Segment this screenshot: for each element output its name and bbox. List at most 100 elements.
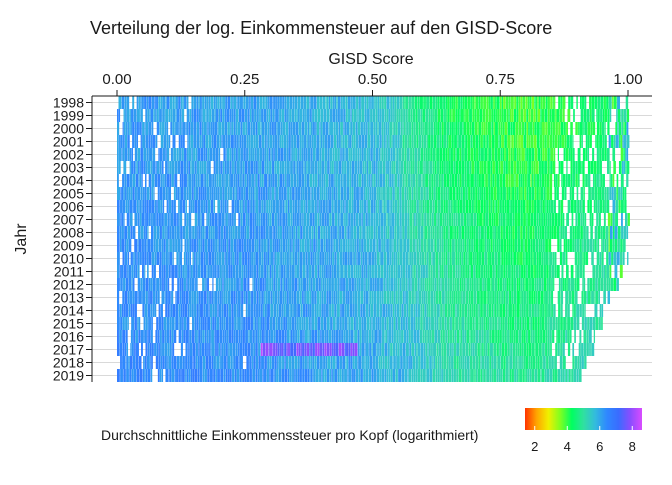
heat-cell: [258, 265, 261, 278]
heat-cell: [395, 317, 398, 330]
heat-cell: [471, 278, 474, 291]
heat-cell: [613, 187, 617, 200]
x-axis-ticks: 0.00 0.25 0.50 0.75 1.00: [102, 71, 643, 96]
heat-cell: [207, 278, 210, 291]
heat-cell: [563, 148, 566, 161]
heat-cell: [345, 330, 349, 343]
heat-cell: [298, 122, 302, 135]
heat-cell: [307, 252, 311, 265]
heat-cell: [448, 226, 450, 239]
heat-cell: [558, 122, 561, 135]
heat-cell: [189, 265, 191, 278]
heat-cell: [245, 291, 248, 304]
heat-cell: [496, 226, 498, 239]
heat-cell: [356, 252, 358, 265]
heat-cell: [500, 226, 503, 239]
heat-cell: [255, 174, 258, 187]
heat-cell: [210, 239, 213, 252]
heat-cell: [496, 174, 500, 187]
heat-cell: [170, 109, 173, 122]
heat-cell: [300, 304, 303, 317]
heat-cell: [282, 356, 285, 369]
heat-cell: [605, 200, 607, 213]
heat-cell: [496, 369, 499, 382]
heat-cell: [490, 239, 493, 252]
heat-cell: [516, 187, 519, 200]
heat-cell: [412, 174, 416, 187]
heat-cell: [235, 148, 238, 161]
heat-cell: [527, 96, 530, 109]
heat-cell: [328, 278, 331, 291]
heat-cell: [142, 369, 144, 382]
heat-cell: [160, 304, 163, 317]
heat-cell: [439, 213, 443, 226]
heat-cell: [435, 96, 438, 109]
heat-cell: [466, 239, 469, 252]
heat-cell: [441, 252, 444, 265]
heat-cell: [279, 187, 281, 200]
heat-cell: [487, 148, 489, 161]
heat-cell: [620, 174, 624, 187]
heat-cell: [151, 369, 153, 382]
heat-cell: [429, 96, 433, 109]
heat-cell: [233, 356, 236, 369]
heat-cell: [589, 343, 591, 356]
heat-cell: [320, 226, 323, 239]
heat-cell: [297, 148, 300, 161]
heat-cell: [607, 109, 610, 122]
heat-cell: [516, 317, 520, 330]
heat-cell: [274, 122, 277, 135]
heat-cell: [383, 148, 386, 161]
heat-cell: [408, 356, 410, 369]
heat-cell: [430, 265, 433, 278]
heat-cell: [285, 356, 289, 369]
heat-cell: [154, 96, 156, 109]
heat-cell: [193, 291, 197, 304]
heat-cell: [619, 265, 623, 278]
heat-cell: [467, 96, 470, 109]
heat-cell: [323, 226, 326, 239]
heat-cell: [446, 356, 449, 369]
heat-cell: [127, 148, 130, 161]
heat-cell: [150, 356, 152, 369]
heat-cell: [228, 226, 231, 239]
heat-cell: [331, 278, 334, 291]
heat-cell: [186, 187, 189, 200]
heat-cell: [476, 278, 479, 291]
heat-cell: [373, 330, 375, 343]
heat-cell: [581, 161, 583, 174]
heat-cell: [277, 252, 280, 265]
heat-cell: [428, 135, 431, 148]
heat-cell: [179, 252, 183, 265]
heat-cell: [562, 252, 566, 265]
heat-cell: [191, 161, 195, 174]
heat-cell: [178, 135, 181, 148]
heat-cell: [396, 304, 400, 317]
heat-cell: [128, 187, 131, 200]
heat-cell: [416, 135, 419, 148]
heat-cell: [224, 122, 228, 135]
heat-cell: [389, 239, 392, 252]
heat-cell: [147, 239, 151, 252]
heat-cell: [128, 265, 132, 278]
heat-cell: [474, 317, 476, 330]
heat-cell: [160, 343, 162, 356]
heat-cell: [478, 148, 481, 161]
heat-cell: [540, 291, 544, 304]
heat-cell: [231, 213, 234, 226]
heat-cell: [199, 109, 201, 122]
heat-cell: [124, 291, 128, 304]
heat-cell: [486, 239, 489, 252]
heat-cell: [301, 239, 305, 252]
heat-cell: [494, 265, 496, 278]
heat-cell: [348, 343, 351, 356]
heat-cell: [617, 239, 620, 252]
heat-cell: [476, 291, 480, 304]
heat-cell: [164, 330, 167, 343]
heat-cell: [554, 369, 558, 382]
heat-cell: [131, 317, 135, 330]
heat-cell: [378, 122, 382, 135]
heat-cell: [228, 278, 231, 291]
heat-cell: [397, 135, 400, 148]
heat-cell: [253, 278, 256, 291]
